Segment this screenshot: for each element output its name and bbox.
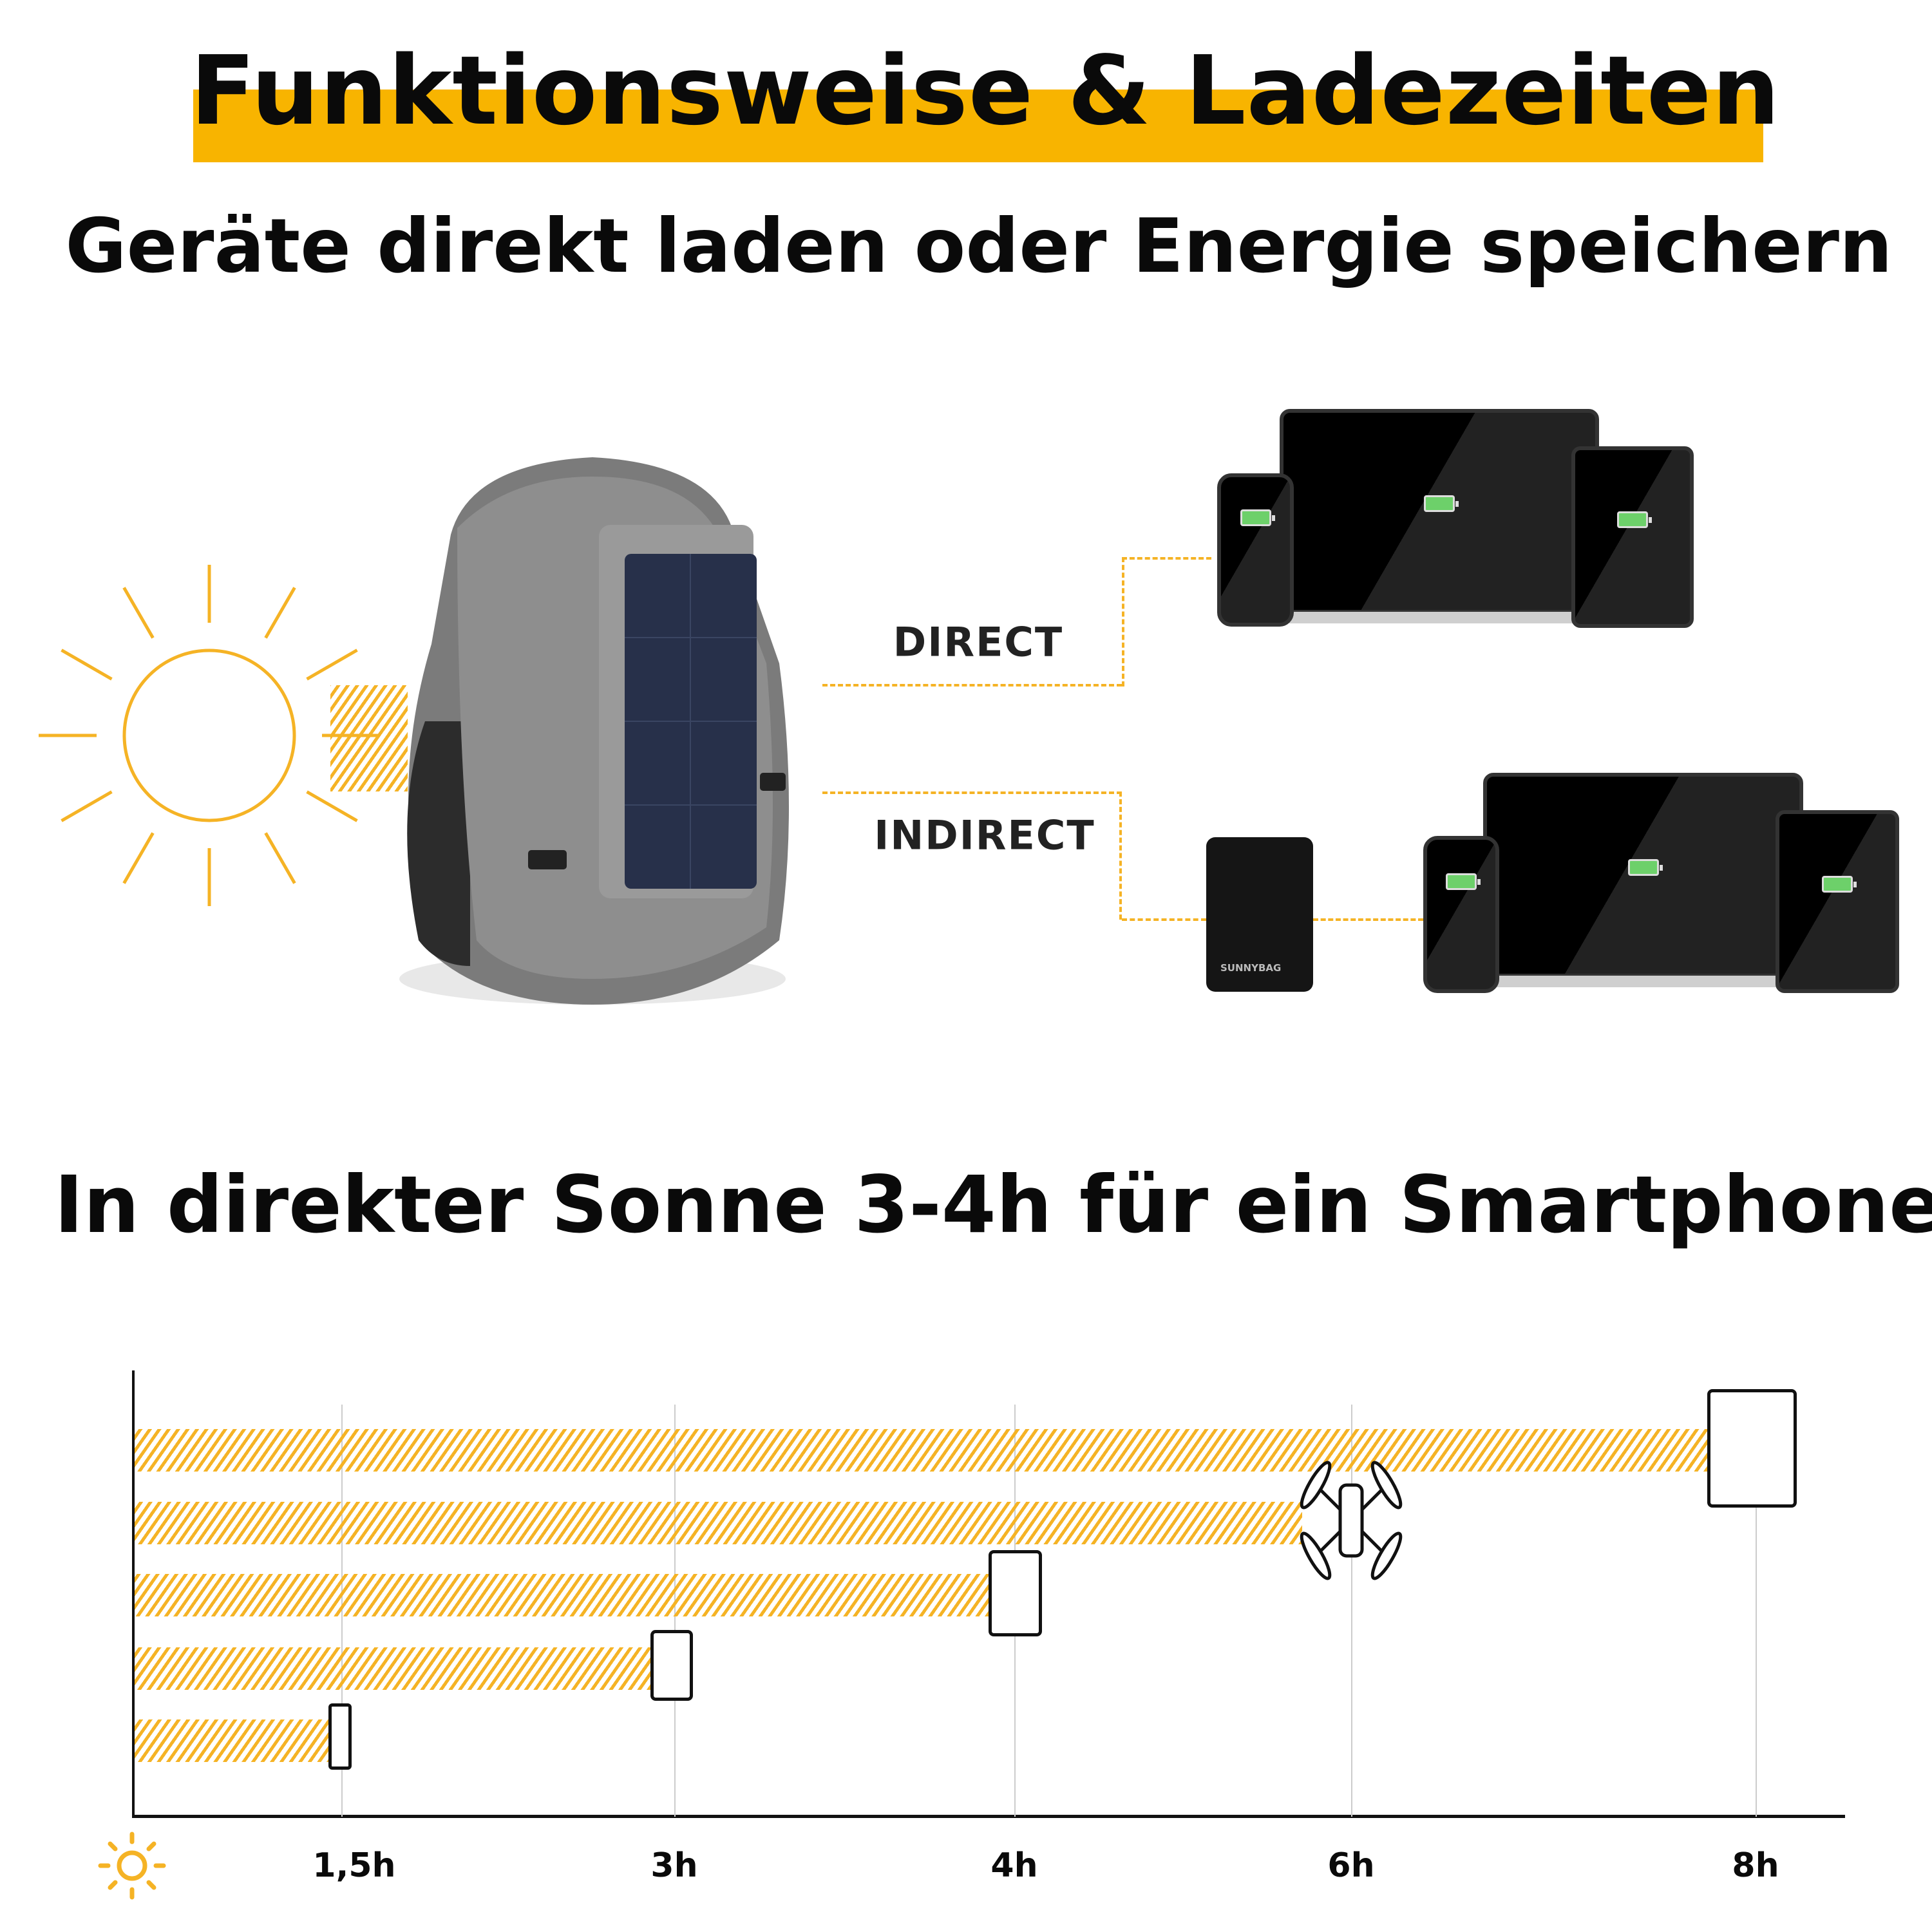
x-tick-label: 8h (1732, 1846, 1779, 1885)
battery-icon (1627, 858, 1663, 876)
smartphone-image (1217, 473, 1294, 627)
sun-ray (306, 790, 358, 822)
smartphone-image (1423, 836, 1499, 993)
page-title: Funktionsweise & Ladezeiten (190, 35, 1781, 146)
sunlight-hatch (330, 685, 408, 791)
laptop-image (1483, 773, 1803, 978)
direct-line (822, 684, 1122, 687)
y-axis (132, 1370, 135, 1818)
sun-icon (98, 1832, 166, 1900)
sun-ray (306, 649, 358, 681)
solar-backpack-image (399, 457, 789, 1005)
x-tick-label: 4h (990, 1846, 1038, 1885)
battery-icon (1822, 875, 1857, 893)
bar-4h (135, 1574, 989, 1616)
laptop-base (1475, 976, 1813, 987)
page-subtitle: Geräte direkt laden oder Energie speiche… (65, 203, 1893, 290)
laptop-image (1280, 409, 1599, 614)
sun-ray (264, 832, 296, 884)
battery-icon (1446, 873, 1481, 890)
bar-1,5h (135, 1719, 330, 1762)
bar-8h (135, 1429, 1707, 1472)
direct-label: DIRECT (893, 618, 1064, 666)
tablet-image (1571, 446, 1694, 628)
indirect-line-bottom (1122, 918, 1206, 921)
sun-ray (61, 790, 113, 822)
section-heading: In direkter Sonne 3-4h für ein Smartphon… (54, 1159, 1932, 1251)
direct-line-up (1122, 557, 1211, 687)
x-tick-label: 3h (650, 1846, 698, 1885)
drone-icon (1290, 1459, 1412, 1582)
bar-6h (135, 1502, 1302, 1544)
powerbank-to-devices-line (1313, 918, 1423, 921)
sun-ray (122, 587, 155, 639)
gridline (1756, 1405, 1757, 1817)
powerbank-image: SUNNYBAG (1206, 837, 1313, 992)
x-axis (132, 1815, 1845, 1818)
title-highlight-bar (193, 90, 1763, 162)
sun-ray (264, 587, 296, 639)
smartwatch-icon (328, 1703, 352, 1770)
battery-icon (1240, 509, 1275, 527)
tablet-image (1776, 810, 1899, 993)
indirect-label: INDIRECT (874, 811, 1095, 859)
smartphone-icon (989, 1550, 1042, 1636)
indirect-line (822, 791, 1122, 920)
sun-ray (61, 649, 113, 681)
smartphone-small-icon (650, 1630, 693, 1701)
bar-3h (135, 1647, 650, 1690)
powerbank-logo: SUNNYBAG (1220, 962, 1282, 974)
sun-ray (122, 832, 155, 884)
laptop-base (1269, 612, 1610, 623)
tablet-icon (1707, 1389, 1797, 1508)
x-tick-label: 1,5h (312, 1846, 396, 1885)
x-tick-label: 6h (1327, 1846, 1375, 1885)
battery-icon (1424, 495, 1459, 512)
battery-icon (1617, 511, 1652, 528)
gridline (1351, 1405, 1352, 1817)
